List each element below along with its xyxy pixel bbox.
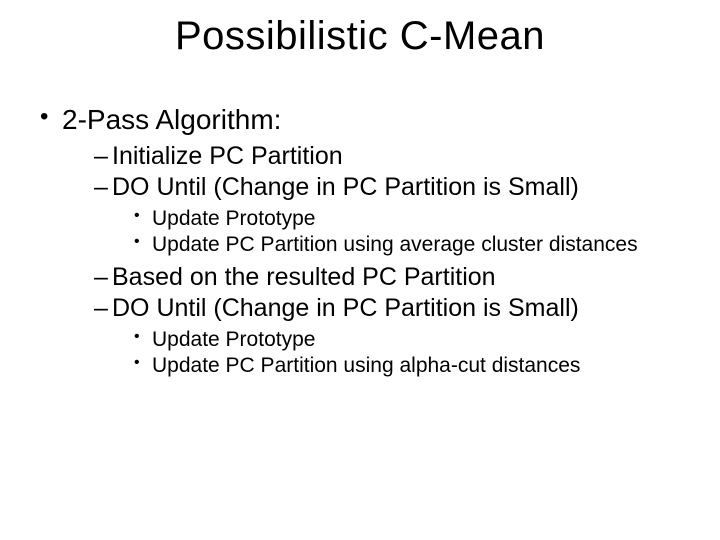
bullet-lvl3-text: Update Prototype	[152, 207, 315, 230]
bullet-lvl2-text: Based on the resulted PC Partition	[112, 263, 496, 291]
lvl3-group: Update Prototype Update PC Partition usi…	[134, 327, 680, 380]
bullet-lvl1: 2-Pass Algorithm:	[40, 102, 680, 137]
bullet-lvl3: Update Prototype	[134, 206, 680, 232]
lvl2-group: Initialize PC Partition DO Until (Change…	[94, 141, 680, 379]
bullet-lvl2: DO Until (Change in PC Partition is Smal…	[94, 172, 680, 203]
slide: Possibilistic C-Mean 2-Pass Algorithm: I…	[0, 0, 720, 540]
bullet-lvl2-text: Initialize PC Partition	[112, 142, 343, 170]
slide-body: 2-Pass Algorithm: Initialize PC Partitio…	[40, 102, 680, 383]
bullet-lvl3: Update Prototype	[134, 327, 680, 353]
bullet-lvl2: Initialize PC Partition	[94, 141, 680, 172]
bullet-lvl1-text: 2-Pass Algorithm:	[62, 104, 281, 135]
bullet-lvl2-text: DO Until (Change in PC Partition is Smal…	[112, 294, 579, 322]
bullet-lvl3-text: Update PC Partition using alpha-cut dist…	[152, 354, 580, 377]
bullet-lvl2-text: DO Until (Change in PC Partition is Smal…	[112, 173, 579, 201]
bullet-lvl3: Update PC Partition using alpha-cut dist…	[134, 353, 680, 379]
bullet-lvl3-text: Update PC Partition using average cluste…	[152, 233, 638, 256]
slide-title: Possibilistic C-Mean	[0, 14, 720, 59]
lvl3-group: Update Prototype Update PC Partition usi…	[134, 206, 680, 259]
bullet-lvl2: DO Until (Change in PC Partition is Smal…	[94, 293, 680, 324]
bullet-lvl3: Update PC Partition using average cluste…	[134, 232, 680, 258]
bullet-lvl2: Based on the resulted PC Partition	[94, 262, 680, 293]
bullet-lvl3-text: Update Prototype	[152, 328, 315, 351]
